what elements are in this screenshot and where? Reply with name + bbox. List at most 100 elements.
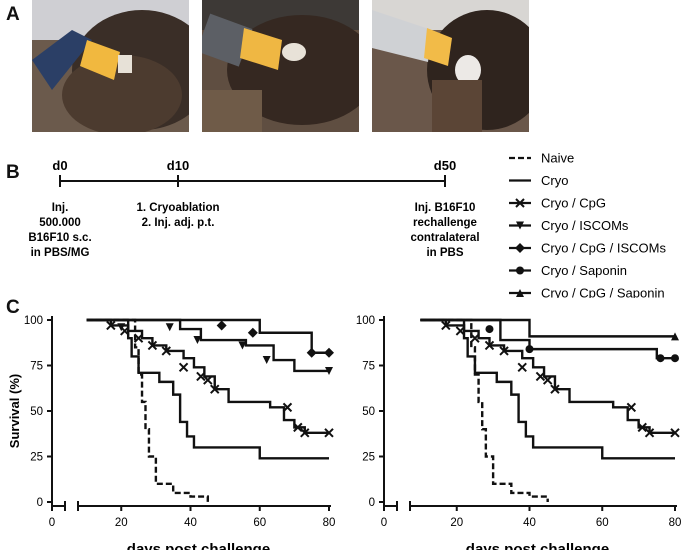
- x-tick-label: 20: [450, 517, 463, 529]
- data-point-cryo-cpg: [106, 320, 116, 331]
- data-point-cryo-cpg: [470, 333, 480, 343]
- y-tick-label: 50: [30, 406, 43, 418]
- x-tick-label: 60: [253, 517, 266, 529]
- legend-marker-diamond: [515, 243, 525, 253]
- data-point-cryo-cpg: [178, 362, 189, 373]
- data-point-cryo-iscoms: [262, 356, 271, 365]
- legend-entry: Cryo / CpG: [541, 196, 606, 211]
- data-point-cryo-cpg-iscoms: [216, 320, 227, 331]
- y-tick-label: 100: [24, 315, 43, 327]
- timeline-day-label: d10: [167, 160, 189, 173]
- timeline-event-text: Inj. B16F10: [415, 202, 476, 214]
- series-line-naive: [86, 318, 210, 502]
- data-point-cryo-cpg: [293, 422, 303, 433]
- data-point-cryo-iscoms: [165, 323, 174, 332]
- timeline-event-text: 500.000: [39, 217, 81, 229]
- panel-label-a: A: [6, 4, 20, 25]
- data-point-cryo-cpg: [133, 333, 144, 343]
- data-point-cryo-cpg: [550, 384, 560, 394]
- data-point-cryo-cpg: [282, 402, 293, 413]
- data-point-cryo-cpg: [147, 340, 158, 351]
- data-point-cryo-cpg: [203, 375, 213, 385]
- y-tick-label: 50: [362, 406, 375, 418]
- x-tick-label: 0: [381, 517, 387, 529]
- data-point-cryo-cpg: [484, 340, 495, 351]
- data-point-cryo-cpg: [499, 346, 509, 356]
- legend-marker-triangle-up: [516, 289, 524, 297]
- series-line-cryo-cpg: [420, 318, 675, 435]
- data-point-cryo-cpg-iscoms: [324, 347, 334, 358]
- series-line-cryo-cpg-saponin: [420, 318, 675, 338]
- data-point-cryo-cpg: [300, 428, 310, 438]
- data-point-cryo-cpg: [210, 384, 220, 394]
- data-point-cryo-cpg: [542, 375, 553, 385]
- data-point-cryo-cpg: [455, 326, 466, 336]
- timeline-day-label: d50: [434, 160, 456, 173]
- data-point-cryo-saponin: [671, 354, 679, 363]
- x-tick-label: 40: [523, 517, 536, 529]
- data-point-cryo-saponin: [525, 345, 534, 354]
- series-line-naive: [420, 318, 549, 502]
- legend-entry: Cryo / Saponin: [541, 263, 627, 278]
- x-axis-title: days post challenge: [127, 541, 270, 550]
- photo-ice-ball: [372, 0, 529, 132]
- timeline-event-text: B16F10 s.c.: [28, 232, 91, 244]
- y-tick-label: 75: [362, 361, 375, 373]
- legend-entry: Naive: [541, 151, 574, 166]
- y-tick-label: 0: [369, 497, 375, 509]
- legend-entry: Cryo: [541, 173, 568, 188]
- y-tick-label: 0: [37, 497, 43, 509]
- x-tick-label: 60: [596, 517, 609, 529]
- y-tick-label: 75: [30, 361, 43, 373]
- data-point-cryo-cpg-iscoms: [247, 327, 258, 338]
- data-point-cryo-saponin: [656, 354, 665, 363]
- data-point-cryo-saponin: [485, 325, 494, 334]
- data-point-cryo-iscoms: [238, 341, 247, 350]
- legend-entry: Cryo / ISCOMs: [541, 218, 629, 233]
- panel-label-c: C: [6, 297, 20, 318]
- data-point-cryo-cpg: [441, 320, 451, 331]
- data-point-cryo-iscoms: [325, 366, 333, 375]
- series-line-cryo: [420, 318, 675, 460]
- timeline-event-text: Inj.: [52, 202, 69, 214]
- timeline-event-text: 2. Inj. adj. p.t.: [142, 217, 215, 229]
- data-point-cryo-iscoms: [193, 336, 202, 345]
- x-tick-label: 0: [49, 517, 55, 529]
- y-tick-label: 25: [362, 452, 375, 464]
- x-tick-label: 80: [669, 517, 682, 529]
- data-point-cryo-cpg-iscoms: [306, 347, 317, 358]
- data-point-cryo-cpg: [517, 362, 527, 373]
- timeline-event-text: in PBS/MG: [31, 247, 90, 259]
- legend-marker-circle: [516, 266, 524, 275]
- data-point-cryo-cpg: [637, 422, 647, 433]
- y-tick-label: 100: [356, 315, 375, 327]
- data-point-cryo-cpg: [670, 428, 680, 438]
- x-tick-label: 40: [184, 517, 197, 529]
- timeline-event-text: rechallenge: [413, 217, 477, 229]
- timeline-day-label: d0: [52, 160, 67, 173]
- x-tick-label: 20: [115, 517, 128, 529]
- x-tick-label: 80: [323, 517, 336, 529]
- series-line-cryo: [86, 318, 329, 460]
- legend: Naive Cryo Cryo / CpG Cryo / ISCOMs Cryo / C…: [509, 151, 666, 298]
- data-point-cryo-cpg: [196, 371, 206, 382]
- y-axis-title: Survival (%): [7, 374, 22, 448]
- x-axis-title: days post challenge: [466, 541, 609, 550]
- data-point-cryo-cpg: [535, 371, 546, 382]
- survival-chart-right: 0 25 50 75 100 0 20 40 60 80 days post challenge: [356, 315, 682, 550]
- legend-marker-x: [515, 198, 525, 208]
- legend-marker-triangle-down: [516, 221, 524, 230]
- data-point-cryo-iscoms: [117, 323, 126, 332]
- treatment-timeline: d0 Inj. 500.000 B16F10 s.c. in PBS/MG d10 1. C…: [28, 160, 479, 259]
- data-point-cryo-cpg: [626, 402, 637, 413]
- panel-label-b: B: [6, 162, 20, 183]
- y-tick-label: 25: [30, 452, 43, 464]
- series-line-cryo-cpg: [86, 318, 329, 435]
- survival-chart-left: 0 25 50 75 100 0 20 40 60 80 days post challenge Su…: [7, 315, 336, 550]
- timeline-event-text: contralateral: [410, 232, 479, 244]
- legend-entry: Cryo / CpG / ISCOMs: [541, 241, 666, 256]
- data-point-cryo-cpg-saponin: [671, 332, 679, 341]
- photo-cryoablation: [202, 0, 359, 132]
- data-point-cryo-cpg: [324, 428, 334, 438]
- timeline-event-text: 1. Cryoablation: [136, 202, 219, 214]
